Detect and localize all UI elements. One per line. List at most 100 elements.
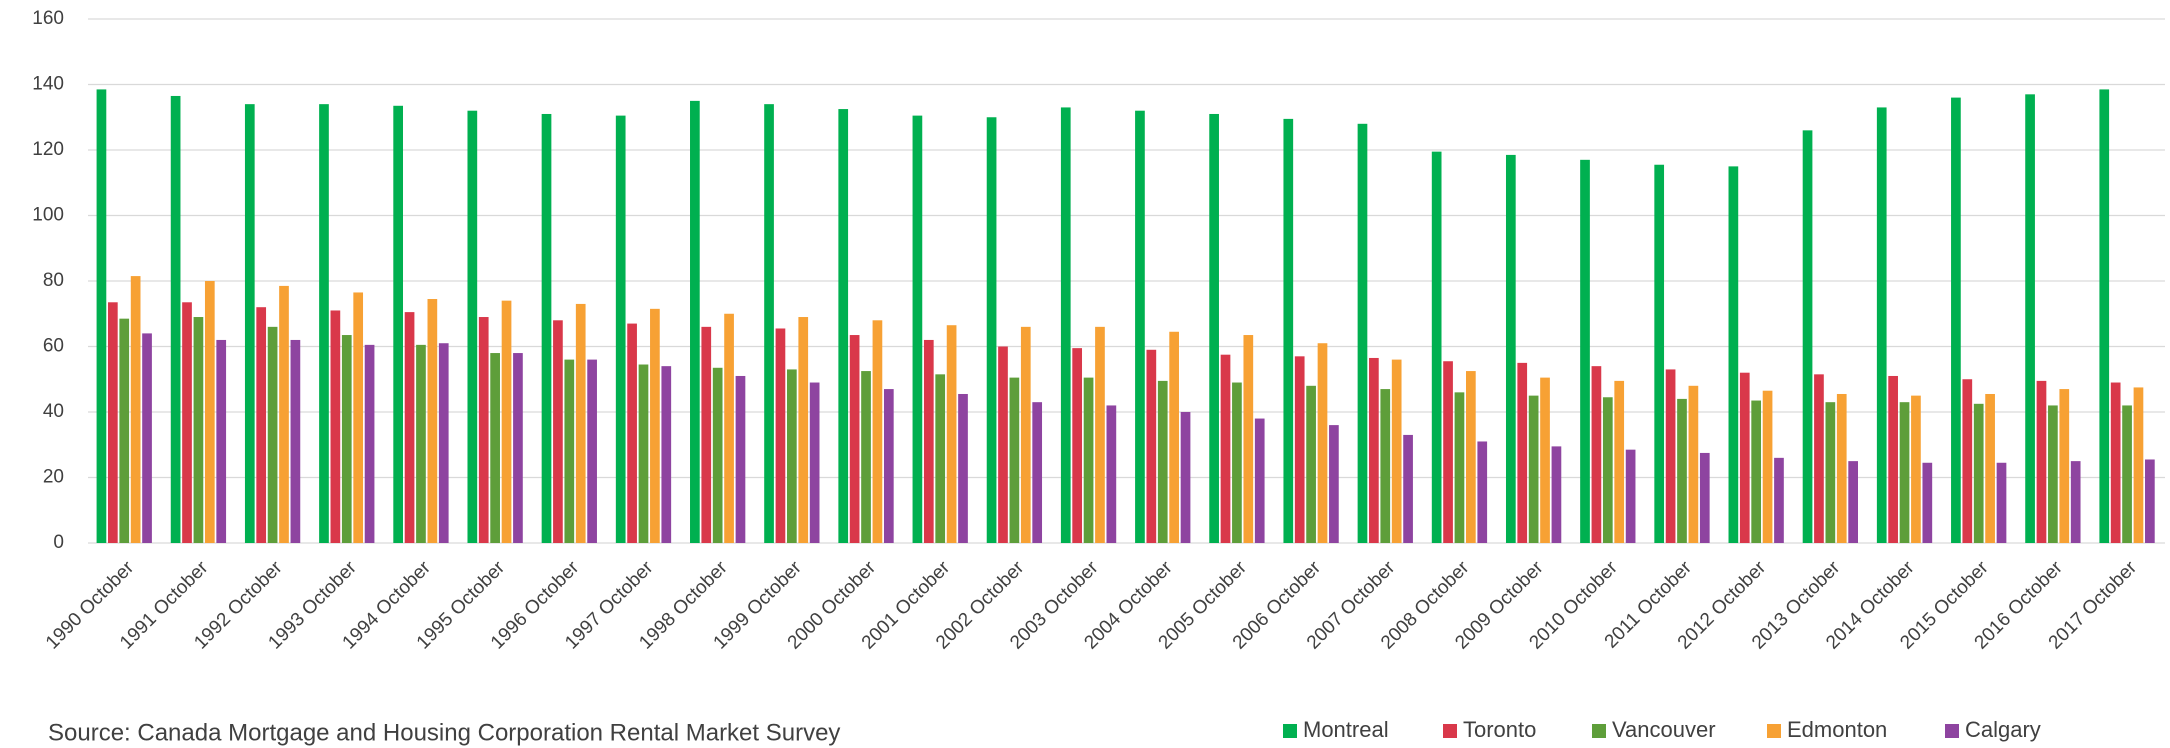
bar bbox=[1962, 379, 1972, 543]
bar bbox=[1209, 114, 1219, 543]
legend-label: Montreal bbox=[1303, 717, 1389, 742]
bar bbox=[1021, 327, 1031, 543]
bar bbox=[268, 327, 278, 543]
bar bbox=[279, 286, 289, 543]
bar bbox=[319, 104, 329, 543]
y-tick-label: 160 bbox=[32, 8, 64, 29]
bar bbox=[798, 317, 808, 543]
bar bbox=[513, 353, 523, 543]
bar bbox=[1403, 435, 1413, 543]
bar bbox=[850, 335, 860, 543]
bar bbox=[1466, 371, 1476, 543]
bar bbox=[1135, 111, 1145, 543]
bar bbox=[1432, 152, 1442, 543]
legend-swatch bbox=[1767, 724, 1781, 738]
chart: Source: Canada Mortgage and Housing Corp… bbox=[0, 0, 2170, 748]
legend-swatch bbox=[1283, 724, 1297, 738]
bar bbox=[2122, 405, 2132, 543]
bar bbox=[776, 328, 786, 543]
bar bbox=[2037, 381, 2047, 543]
bar bbox=[736, 376, 746, 543]
bar bbox=[1181, 412, 1191, 543]
bar bbox=[1369, 358, 1379, 543]
y-tick-label: 80 bbox=[43, 270, 64, 291]
bar bbox=[1603, 397, 1613, 543]
y-tick-label: 120 bbox=[32, 139, 64, 160]
bar bbox=[1951, 98, 1961, 543]
bar bbox=[1666, 369, 1676, 543]
bar bbox=[810, 383, 820, 543]
bar bbox=[182, 302, 192, 543]
bar bbox=[1911, 396, 1921, 543]
bar bbox=[564, 360, 574, 543]
bar bbox=[1654, 165, 1664, 543]
bar bbox=[171, 96, 181, 543]
bar bbox=[627, 324, 637, 543]
bar bbox=[108, 302, 118, 543]
source-note: Source: Canada Mortgage and Housing Corp… bbox=[48, 719, 840, 746]
bar bbox=[1517, 363, 1527, 543]
legend-label: Toronto bbox=[1463, 717, 1536, 742]
bar bbox=[1751, 401, 1761, 543]
bar bbox=[365, 345, 375, 543]
bar bbox=[1169, 332, 1179, 543]
bar bbox=[1306, 386, 1316, 543]
bar bbox=[576, 304, 586, 543]
bar bbox=[935, 374, 945, 543]
bar bbox=[1614, 381, 1624, 543]
bar bbox=[1146, 350, 1156, 543]
y-tick-label: 0 bbox=[53, 532, 64, 553]
bar bbox=[1443, 361, 1453, 543]
bar bbox=[861, 371, 871, 543]
bar bbox=[216, 340, 226, 543]
bar bbox=[553, 320, 563, 543]
legend-label: Vancouver bbox=[1612, 717, 1716, 742]
bar bbox=[1740, 373, 1750, 543]
bar bbox=[616, 116, 626, 543]
bar bbox=[1837, 394, 1847, 543]
bar bbox=[1392, 360, 1402, 543]
bar bbox=[787, 369, 797, 543]
bar bbox=[1814, 374, 1824, 543]
bar bbox=[1689, 386, 1699, 543]
bar bbox=[1477, 441, 1487, 543]
legend-label: Calgary bbox=[1965, 717, 2041, 742]
bar bbox=[2099, 89, 2109, 543]
bar bbox=[1580, 160, 1590, 543]
bar bbox=[1243, 335, 1253, 543]
bar bbox=[2025, 94, 2035, 543]
bar bbox=[416, 345, 426, 543]
bar bbox=[1700, 453, 1710, 543]
bar bbox=[1107, 405, 1117, 543]
bar bbox=[393, 106, 403, 543]
bar bbox=[1072, 348, 1082, 543]
bar bbox=[2059, 389, 2069, 543]
bar bbox=[205, 281, 215, 543]
bar bbox=[1358, 124, 1368, 543]
bar bbox=[690, 101, 700, 543]
bar bbox=[724, 314, 734, 543]
bar bbox=[1529, 396, 1539, 543]
bar bbox=[1158, 381, 1168, 543]
bar bbox=[998, 347, 1008, 544]
bar bbox=[1552, 446, 1562, 543]
bar bbox=[1095, 327, 1105, 543]
bar bbox=[1774, 458, 1784, 543]
bar bbox=[119, 319, 129, 543]
bar bbox=[502, 301, 512, 543]
y-tick-label: 60 bbox=[43, 336, 64, 357]
bar bbox=[1010, 378, 1020, 543]
bar bbox=[467, 111, 477, 543]
bar bbox=[353, 292, 363, 543]
bar bbox=[1888, 376, 1898, 543]
bar bbox=[1900, 402, 1910, 543]
bar bbox=[439, 343, 449, 543]
bar bbox=[2071, 461, 2081, 543]
bar bbox=[542, 114, 552, 543]
bar bbox=[2048, 405, 2058, 543]
bar bbox=[490, 353, 500, 543]
bar bbox=[2111, 383, 2121, 543]
bar bbox=[1763, 391, 1773, 543]
bar bbox=[884, 389, 894, 543]
legend-swatch bbox=[1443, 724, 1457, 738]
